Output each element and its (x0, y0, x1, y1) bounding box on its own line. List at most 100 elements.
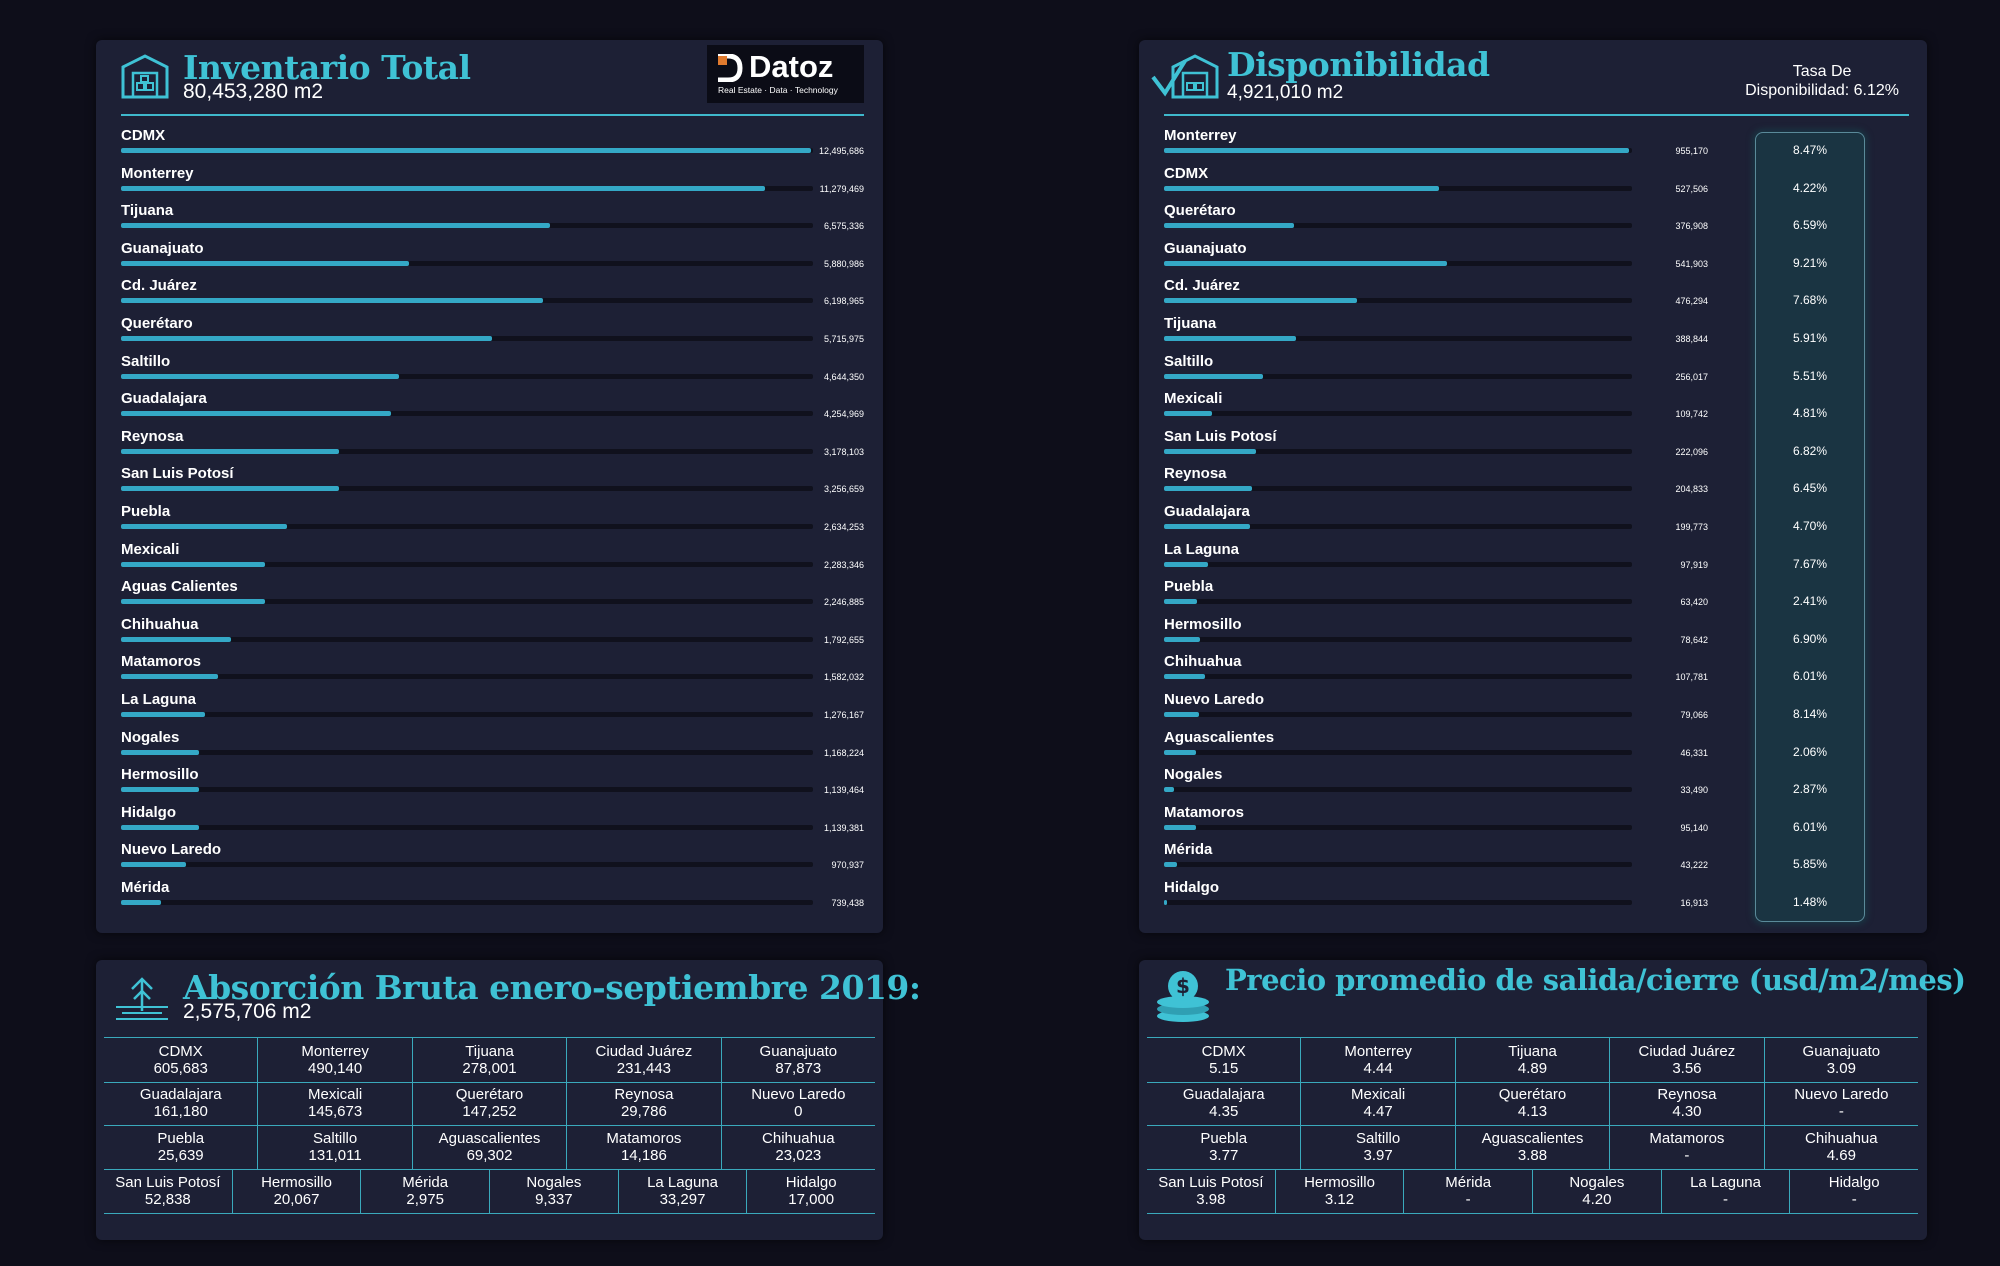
city-label: Hidalgo (121, 803, 176, 821)
table-cell: Reynosa 4.30 (1610, 1081, 1765, 1125)
table-cell: Mexicali 145,673 (258, 1081, 413, 1125)
cell-city: Mérida (402, 1174, 449, 1191)
availability-rate: 6.01% (1792, 669, 1828, 684)
city-label: Saltillo (121, 352, 171, 370)
cell-city: San Luis Potosí (1158, 1174, 1264, 1191)
bar (1164, 336, 1296, 341)
precio-title: Precio promedio de salida/cierre (usd/m2… (1225, 963, 1966, 997)
bar (121, 373, 400, 379)
bar (1164, 373, 1264, 379)
bar-track (121, 185, 813, 191)
cell-city: Reynosa (614, 1086, 674, 1103)
bar-track (1164, 674, 1632, 680)
cell-value: 231,443 (616, 1060, 672, 1077)
table-row: San Luis Potosí 3.98 Hermosillo 3.12 Mérida -… (1147, 1169, 1918, 1214)
table-row: Guadalajara 4.35 Mexicali 4.47 Querétaro 4.13… (1147, 1081, 1918, 1126)
city-label: La Laguna (1164, 540, 1240, 558)
cell-city: Nogales (526, 1174, 582, 1191)
cell-value: 2,975 (406, 1191, 444, 1208)
bar-track (1164, 787, 1632, 793)
cell-city: Aguascalientes (1481, 1130, 1584, 1147)
value-label: 11,279,469 (819, 183, 864, 194)
bar-track (121, 900, 813, 905)
table-cell: Guanajuato 87,873 (722, 1038, 875, 1082)
bar-track (121, 749, 813, 755)
city-label: Nogales (121, 728, 180, 746)
table-cell: Guanajuato 3.09 (1765, 1038, 1918, 1082)
logo-name: Datoz (749, 49, 834, 84)
bar-track (1164, 486, 1632, 492)
precio-panel: $ Precio promedio de salida/cierre (usd/… (1139, 960, 1966, 1240)
cell-city: Aguascalientes (438, 1130, 541, 1147)
cell-value: 3.77 (1209, 1147, 1239, 1164)
cell-value: 490,140 (307, 1060, 363, 1077)
cell-value: 3.12 (1324, 1191, 1355, 1208)
cell-value: 25,639 (157, 1147, 204, 1164)
bar-track (1164, 712, 1632, 717)
table-cell: San Luis Potosí 52,838 (104, 1169, 233, 1213)
city-label: San Luis Potosí (121, 465, 234, 483)
cell-value: 23,023 (775, 1147, 822, 1164)
city-label: Saltillo (1164, 352, 1214, 370)
cell-value: 5.15 (1209, 1060, 1239, 1077)
value-label: 109,742 (1675, 409, 1708, 420)
cell-value: 33,297 (659, 1191, 706, 1208)
availability-rate: 4.22% (1792, 180, 1828, 195)
bar-track (121, 599, 813, 605)
table-cell: Reynosa 29,786 (567, 1081, 722, 1125)
bar-track (121, 411, 813, 417)
cell-city: Puebla (157, 1130, 205, 1147)
bar-track (1164, 298, 1632, 304)
cell-city: Saltillo (313, 1130, 358, 1147)
city-label: Reynosa (121, 427, 184, 445)
cell-value: 4.47 (1363, 1103, 1393, 1120)
cell-value: 52,838 (144, 1191, 191, 1208)
cell-city: Monterrey (1344, 1043, 1412, 1060)
value-label: 95,140 (1680, 822, 1708, 833)
table-cell: Nogales 4.20 (1533, 1169, 1662, 1213)
bar-track (1164, 148, 1632, 153)
bar-track (121, 336, 813, 341)
cell-value: 4.69 (1826, 1147, 1856, 1164)
city-label: Aguascalientes (1164, 728, 1275, 746)
value-label: 2,246,885 (823, 597, 864, 608)
bar (121, 411, 392, 417)
value-label: 388,844 (1675, 334, 1708, 344)
bar-track (1164, 223, 1632, 229)
value-label: 4,644,350 (823, 371, 864, 382)
cell-value: 147,252 (462, 1103, 517, 1120)
city-label: Puebla (1164, 578, 1214, 596)
cell-city: La Laguna (647, 1174, 718, 1191)
availability-rate: 8.14% (1792, 707, 1828, 721)
value-label: 33,490 (1680, 785, 1708, 796)
cell-city: Mexicali (308, 1086, 363, 1103)
city-label: Chihuahua (1164, 653, 1242, 671)
bar-track (121, 373, 813, 379)
availability-rate: 2.87% (1792, 782, 1828, 797)
cell-city: Guadalajara (139, 1086, 222, 1103)
bar (121, 298, 543, 304)
city-label: Guadalajara (121, 390, 207, 408)
cell-city: Guanajuato (1802, 1043, 1881, 1060)
bar-track (121, 787, 813, 793)
availability-rate: 7.67% (1792, 556, 1828, 571)
availability-rate: 5.85% (1792, 857, 1828, 872)
table-cell: Puebla 25,639 (104, 1125, 259, 1169)
city-label: San Luis Potosí (1164, 427, 1277, 445)
city-label: Mexicali (1164, 390, 1223, 408)
bar (121, 486, 340, 492)
availability-rate: 1.48% (1792, 895, 1828, 909)
value-label: 46,331 (1680, 747, 1708, 758)
cell-value: 3.98 (1196, 1191, 1226, 1208)
table-cell: Tijuana 4.89 (1456, 1038, 1611, 1082)
table-row: Puebla 3.77 Saltillo 3.97 Aguascalientes 3.88… (1147, 1125, 1918, 1170)
bar-track (1164, 448, 1632, 454)
tasa-disponibilidad: Tasa De Disponibilidad: 6.12% (1745, 62, 1899, 100)
availability-rate: 2.41% (1792, 594, 1828, 609)
value-label: 222,096 (1675, 446, 1708, 457)
availability-rate: 8.47% (1792, 143, 1828, 157)
bar-track (1164, 599, 1632, 605)
table-row: CDMX 5.15 Monterrey 4.44 Tijuana 4.89 Ciudad J… (1147, 1037, 1918, 1083)
value-label: 3,256,659 (823, 484, 864, 495)
cell-value: - (1851, 1191, 1857, 1208)
